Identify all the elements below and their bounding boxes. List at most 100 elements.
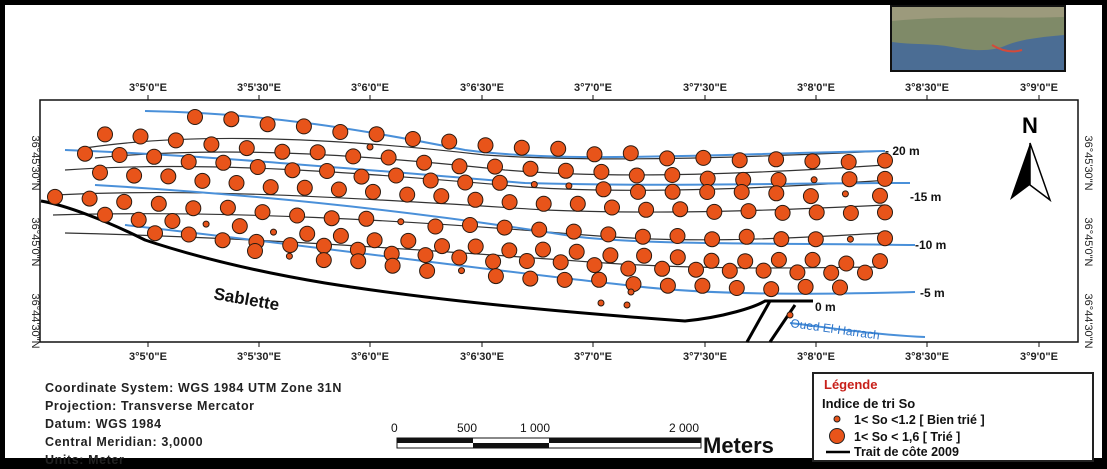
sample-point — [451, 158, 468, 175]
sample-point — [417, 247, 434, 264]
sample-point — [797, 278, 814, 295]
legend-title: Légende — [824, 377, 878, 392]
sample-point — [600, 226, 617, 243]
sample-point — [738, 228, 755, 245]
sample-point — [97, 206, 113, 223]
sample-point — [877, 230, 893, 247]
sample-point — [238, 140, 255, 157]
bottom-tick-label: 3°8'30"E — [905, 351, 949, 363]
sample-point — [467, 238, 484, 255]
sample-point — [433, 188, 450, 205]
sample-point — [254, 204, 271, 221]
sample-point — [380, 149, 397, 166]
sample-point — [569, 195, 586, 212]
sample-point — [699, 184, 716, 200]
top-tick-label: 3°5'0"E — [129, 82, 167, 94]
sample-point — [721, 262, 738, 279]
bottom-tick-label: 3°8'0"E — [797, 351, 835, 363]
sample-point — [620, 260, 637, 277]
top-tick-label: 3°6'30"E — [460, 82, 504, 94]
sample-point — [535, 195, 552, 212]
sample-point — [427, 218, 444, 235]
sample-point — [591, 271, 608, 288]
sample-point — [550, 140, 567, 157]
sample-point — [842, 205, 859, 221]
sample-point — [501, 194, 518, 211]
small-dot-icon — [833, 415, 841, 423]
sample-point — [535, 241, 551, 258]
sample-point — [804, 251, 821, 268]
left-tick-label: 36°44'30"N — [29, 293, 41, 348]
sample-point — [491, 174, 508, 191]
sample-point — [451, 249, 468, 266]
sample-point — [400, 232, 417, 249]
sample-point — [259, 116, 276, 133]
sample-point — [604, 199, 620, 216]
datum: Datum: WGS 1984 — [45, 417, 162, 431]
bottom-tick-label: 3°7'0"E — [574, 351, 612, 363]
legend-item: 1< So < 1,6 [ Trié ] — [854, 430, 961, 444]
sample-point — [316, 237, 332, 254]
top-tick-label: 3°7'30"E — [683, 82, 727, 94]
sample-point — [688, 261, 704, 278]
sample-point — [731, 152, 748, 169]
bottom-tick-label: 3°7'30"E — [683, 351, 727, 363]
sample-point — [659, 150, 676, 167]
sample-point — [299, 225, 316, 242]
coastline — [40, 199, 813, 323]
sample-point — [802, 188, 819, 205]
sample-point — [703, 252, 720, 269]
sample-point — [285, 252, 293, 260]
sample-point — [557, 162, 574, 179]
sample-point — [630, 183, 646, 200]
sample-point — [180, 226, 197, 243]
sample-point — [770, 251, 787, 268]
sample-point — [597, 299, 605, 307]
sample-point — [623, 301, 631, 309]
depth-label: -10 m — [915, 238, 946, 252]
sample-point — [694, 277, 711, 294]
sample-point — [669, 228, 686, 244]
sample-point — [130, 211, 147, 228]
inset-map — [890, 5, 1066, 72]
top-tick-label: 3°8'30"E — [905, 82, 949, 94]
sample-point — [309, 144, 326, 161]
scale-tick-label: 1 000 — [520, 421, 551, 435]
sample-point — [699, 170, 716, 187]
sample-point — [857, 264, 873, 281]
bottom-tick-label: 3°6'0"E — [351, 351, 389, 363]
north-label: N — [1022, 113, 1038, 138]
sample-point — [627, 288, 635, 296]
sample-point — [737, 253, 754, 270]
sample-point — [247, 243, 263, 259]
bottom-tick-label: 3°9'0"E — [1020, 351, 1058, 363]
sample-point — [672, 201, 689, 218]
sample-point — [872, 253, 888, 270]
sample-point — [840, 154, 857, 170]
sample-point — [399, 186, 416, 203]
map-frame: 3°5'0"E 3°5'30"E 3°6'0"E 3°6'30"E 3°7'0"… — [5, 5, 1102, 467]
sample-point — [282, 237, 299, 254]
sample-point — [846, 235, 854, 243]
sample-point — [628, 167, 645, 184]
sample-point — [404, 131, 421, 147]
sample-point — [789, 264, 806, 281]
sample-point — [636, 247, 653, 264]
sample-point — [353, 168, 370, 185]
sample-point — [358, 210, 375, 227]
sample-point — [774, 204, 791, 221]
sample-point — [164, 213, 181, 229]
depth-label: -15 m — [910, 190, 941, 204]
sample-point — [194, 172, 211, 189]
scale-tick-label: 0 — [391, 421, 398, 435]
top-tick-label: 3°8'0"E — [797, 82, 835, 94]
sample-point — [77, 145, 93, 162]
sample-point — [841, 171, 858, 188]
depth-label: -5 m — [920, 286, 945, 300]
legend-item: Trait de côte 2009 — [854, 445, 959, 459]
sample-point — [695, 149, 712, 166]
sample-point — [556, 271, 573, 288]
sample-point — [215, 154, 232, 171]
sample-point — [530, 181, 538, 188]
map-neatline — [39, 99, 1079, 343]
